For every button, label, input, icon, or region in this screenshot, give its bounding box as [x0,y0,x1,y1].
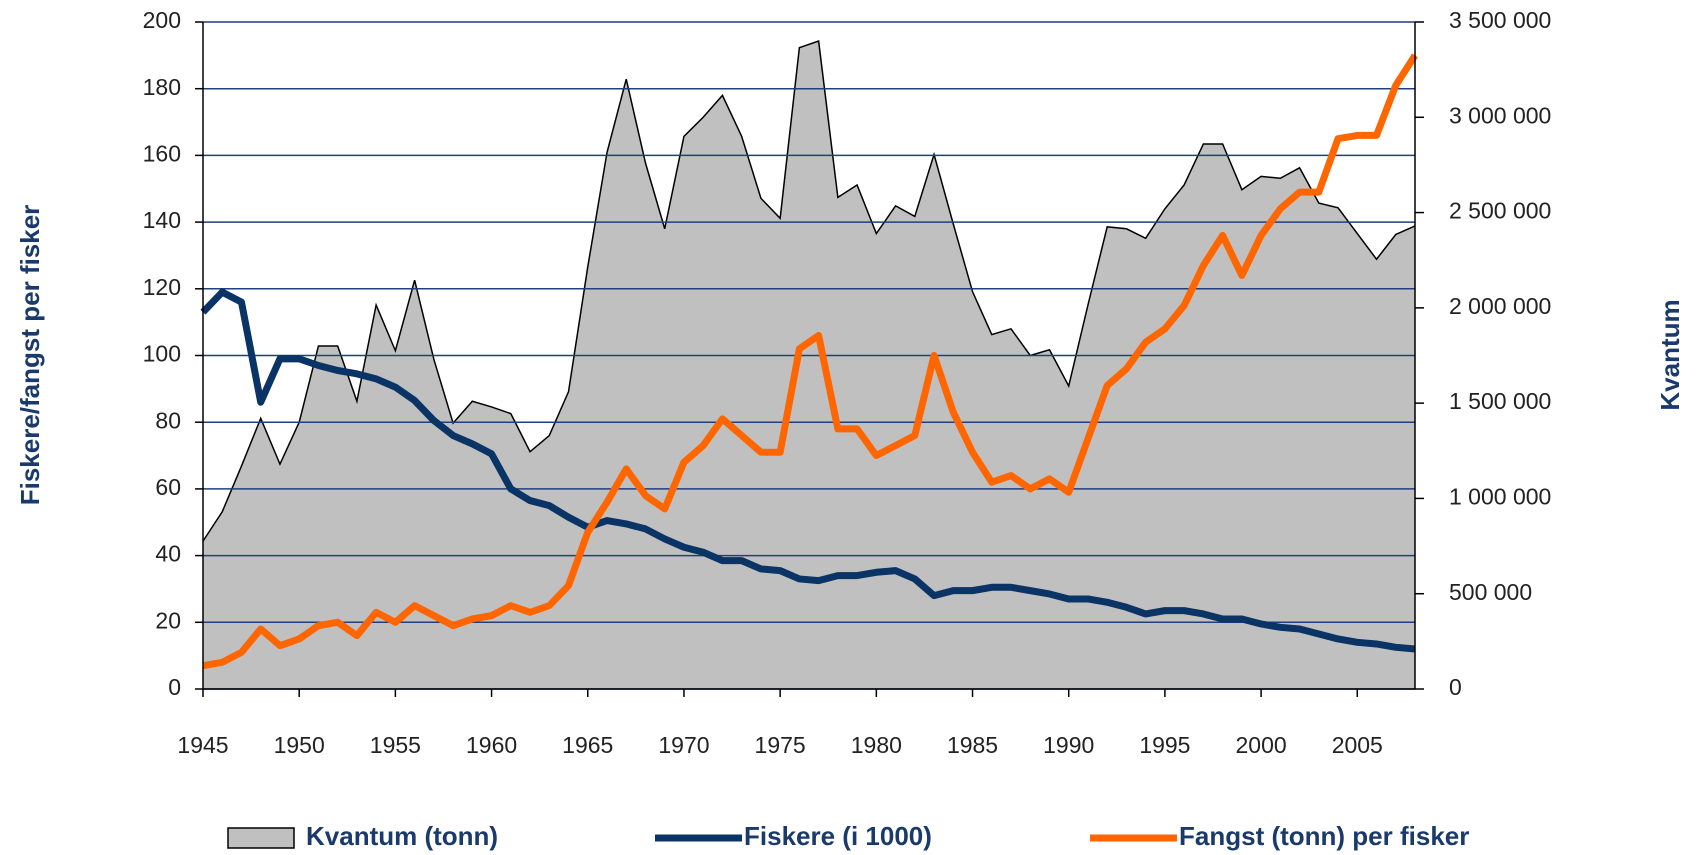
x-tick-label: 1970 [658,732,709,758]
y-tick-label: 20 [155,607,181,633]
x-tick-label: 1945 [177,732,228,758]
y2-tick-label: 3 500 000 [1449,7,1551,33]
x-tick-label: 1965 [562,732,613,758]
y-tick-label: 100 [143,341,181,367]
x-tick-label: 1975 [755,732,806,758]
x-tick-label: 1985 [947,732,998,758]
x-tick-label: 1960 [466,732,517,758]
y2-tick-label: 2 500 000 [1449,198,1551,224]
legend-swatch [228,828,294,848]
y2-tick-label: 500 000 [1449,579,1532,605]
y2-tick-label: 2 000 000 [1449,293,1551,319]
x-tick-label: 1955 [370,732,421,758]
x-tick-label: 1990 [1043,732,1094,758]
x-tick-label: 1995 [1139,732,1190,758]
y-tick-label: 180 [143,74,181,100]
legend-label: Fangst (tonn) per fisker [1179,821,1469,851]
y-tick-label: 120 [143,274,181,300]
y-tick-label: 0 [168,674,181,700]
area [203,41,1415,689]
chart: Fiskere/fangst per fisker Kvantum 0 20 40 6… [0,0,1698,855]
y2-tick-label: 1 500 000 [1449,388,1551,414]
y-tick-label: 60 [155,474,181,500]
y2-axis-title: Kvantum [1655,299,1685,410]
x-tick-label: 1950 [274,732,325,758]
y-tick-label: 80 [155,407,181,433]
x-tick-label: 1980 [851,732,902,758]
y-axis-title: Fiskere/fangst per fisker [15,205,45,506]
y-tick-label: 160 [143,140,181,166]
y2-tick-label: 0 [1449,674,1462,700]
y-tick-label: 40 [155,541,181,567]
y-tick-label: 200 [143,7,181,33]
x-tick-label: 2005 [1332,732,1383,758]
y-tick-label: 140 [143,207,181,233]
y2-tick-label: 3 000 000 [1449,102,1551,128]
legend-label: Fiskere (i 1000) [744,821,932,851]
x-tick-label: 2000 [1236,732,1287,758]
legend-label: Kvantum (tonn) [306,821,498,851]
y2-tick-label: 1 000 000 [1449,484,1551,510]
